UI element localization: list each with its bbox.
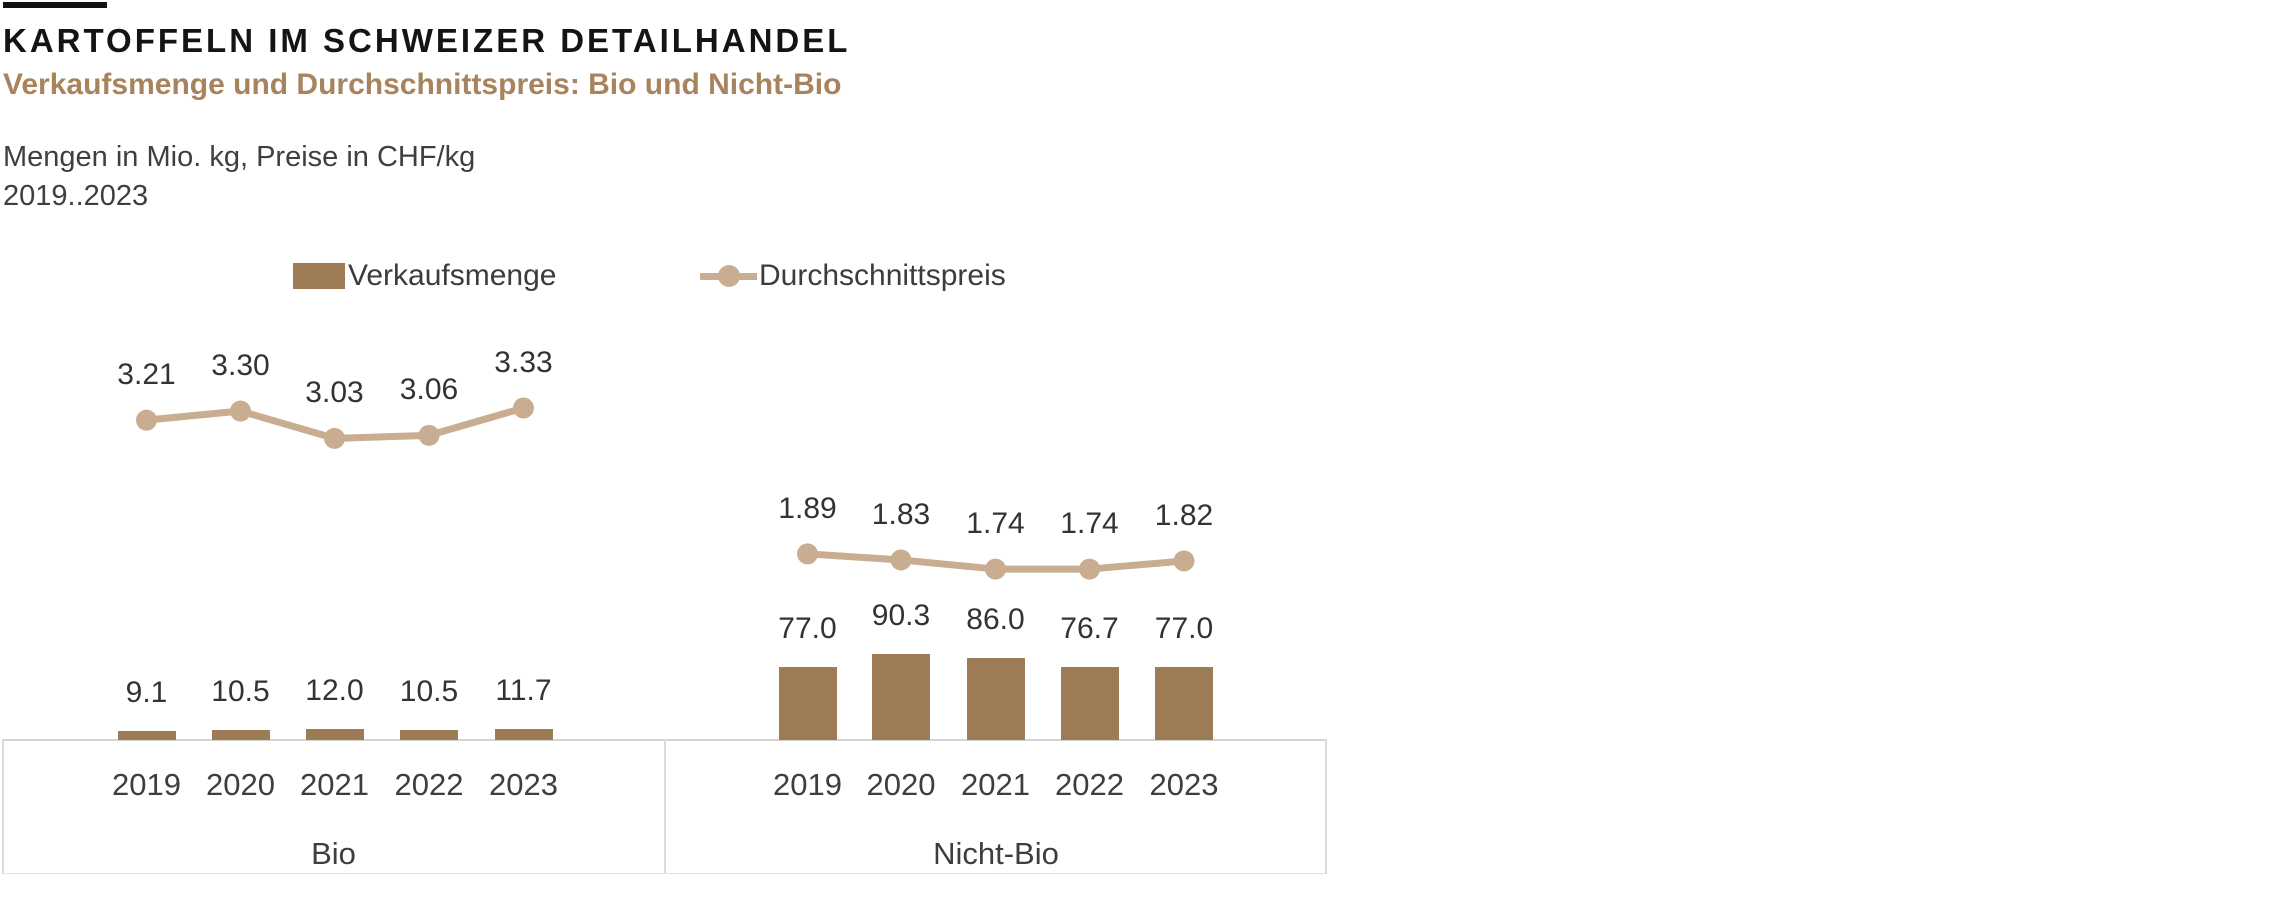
panel-label-bio: Bio bbox=[311, 836, 356, 871]
line-marker-icon bbox=[717, 265, 740, 287]
bar-value-label: 86.0 bbox=[966, 603, 1025, 637]
price-value-label: 1.74 bbox=[966, 507, 1025, 541]
price-value-label: 1.89 bbox=[778, 491, 837, 525]
price-point-marker bbox=[230, 400, 251, 422]
price-value-label: 3.33 bbox=[494, 346, 553, 379]
price-point-marker bbox=[418, 424, 440, 446]
volume-bar bbox=[400, 730, 458, 740]
price-point-marker bbox=[985, 558, 1006, 580]
volume-bar bbox=[872, 654, 930, 740]
line-swatch-icon bbox=[700, 265, 757, 287]
top-rule bbox=[3, 2, 107, 8]
legend-label-durchschnittspreis: Durchschnittspreis bbox=[759, 259, 1006, 292]
chart-subtitle: Verkaufsmenge und Durchschnittspreis: Bi… bbox=[3, 68, 842, 101]
page-title: KARTOFFELN IM SCHWEIZER DETAILHANDEL bbox=[3, 22, 851, 59]
year-tick-label: 2023 bbox=[489, 767, 558, 802]
bar-value-label: 12.0 bbox=[305, 673, 364, 707]
axis-frame-divider bbox=[664, 739, 666, 874]
year-tick-label: 2020 bbox=[206, 767, 275, 802]
bar-value-label: 11.7 bbox=[495, 673, 552, 707]
volume-bar bbox=[1060, 667, 1119, 740]
legend-item-verkaufsmenge[interactable]: Verkaufsmenge bbox=[293, 256, 556, 296]
panel-label-nicht-bio: Nicht-Bio bbox=[933, 836, 1059, 871]
price-value-label: 1.82 bbox=[1154, 498, 1214, 532]
volume-bar bbox=[494, 728, 553, 740]
price-point-marker bbox=[890, 549, 912, 571]
price-point-marker bbox=[1173, 550, 1195, 572]
year-tick-label: 2021 bbox=[300, 767, 369, 802]
price-value-label: 3.21 bbox=[117, 358, 176, 392]
price-point-marker bbox=[324, 427, 345, 449]
unit-note: Mengen in Mio. kg, Preise in CHF/kg bbox=[3, 141, 476, 173]
volume-bar bbox=[211, 730, 270, 740]
volume-bar bbox=[1155, 666, 1213, 740]
axis-frame-left bbox=[2, 739, 4, 874]
price-line bbox=[143, 404, 527, 442]
bar-value-label: 10.5 bbox=[399, 675, 459, 709]
year-tick-label: 2019 bbox=[773, 767, 842, 802]
price-value-label: 1.83 bbox=[871, 497, 931, 531]
price-value-label: 1.74 bbox=[1060, 507, 1119, 541]
price-point-marker bbox=[513, 397, 534, 419]
price-value-label: 3.30 bbox=[211, 349, 270, 383]
price-point-marker bbox=[1079, 558, 1100, 580]
bar-value-label: 90.3 bbox=[871, 599, 931, 633]
price-point-marker bbox=[136, 409, 157, 431]
price-point-marker bbox=[797, 543, 818, 565]
period-note: 2019..2023 bbox=[3, 180, 149, 212]
bar-value-label: 10.5 bbox=[211, 675, 270, 709]
axis-frame-bottom bbox=[2, 873, 1327, 874]
bar-value-label: 9.1 bbox=[125, 676, 168, 710]
year-tick-label: 2020 bbox=[866, 767, 936, 802]
volume-bar bbox=[117, 731, 176, 740]
price-value-label: 3.06 bbox=[399, 373, 459, 407]
bar-value-label: 77.0 bbox=[1154, 611, 1214, 645]
bar-value-label: 77.0 bbox=[778, 611, 837, 645]
year-tick-label: 2021 bbox=[961, 767, 1030, 802]
year-tick-label: 2022 bbox=[1055, 767, 1124, 802]
volume-bar bbox=[305, 728, 364, 740]
bar-swatch-icon bbox=[293, 263, 345, 289]
axis-frame-right bbox=[1325, 739, 1327, 874]
volume-bar bbox=[778, 666, 837, 740]
volume-bar bbox=[966, 658, 1025, 740]
year-tick-label: 2019 bbox=[112, 767, 181, 802]
price-line bbox=[804, 550, 1188, 573]
legend: Verkaufsmenge Durchschnittspreis bbox=[0, 256, 2290, 296]
year-tick-label: 2022 bbox=[394, 767, 464, 802]
year-tick-label: 2023 bbox=[1149, 767, 1219, 802]
legend-label-verkaufsmenge: Verkaufsmenge bbox=[348, 259, 557, 292]
price-value-label: 3.03 bbox=[305, 376, 364, 410]
bar-value-label: 76.7 bbox=[1060, 612, 1119, 646]
legend-item-durchschnittspreis[interactable]: Durchschnittspreis bbox=[700, 256, 1006, 296]
